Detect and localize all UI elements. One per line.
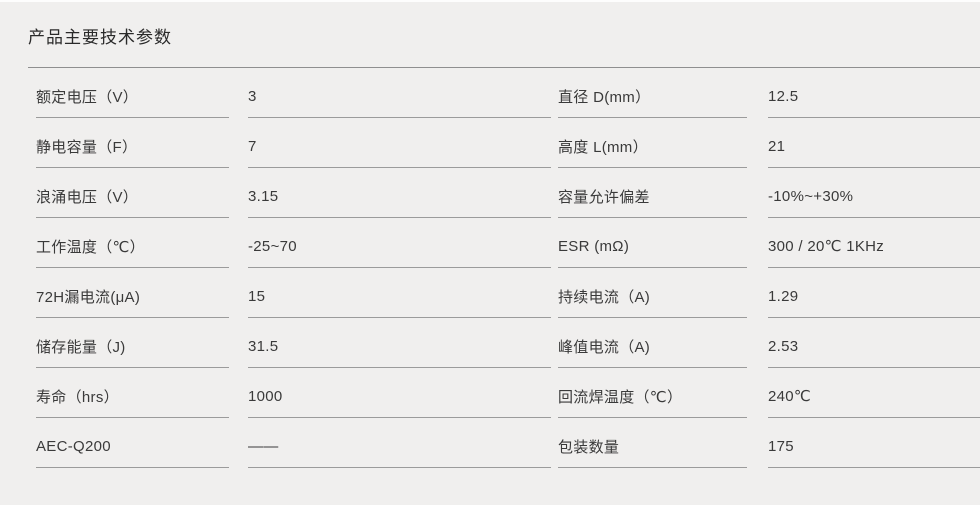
top-divider [0, 0, 980, 2]
spec-row: 72H漏电流(μA) 15 持续电流（A) 1.29 [36, 268, 980, 318]
spec-value: 12.5 [768, 68, 980, 118]
spec-label: ESR (mΩ) [558, 218, 747, 268]
spec-label: 静电容量（F） [36, 118, 229, 168]
spec-value: 7 [248, 118, 551, 168]
spec-label: 回流焊温度（℃） [558, 368, 747, 418]
spec-value: 15 [248, 268, 551, 318]
spec-row: 储存能量（J) 31.5 峰值电流（A) 2.53 [36, 318, 980, 368]
spec-table: 额定电压（V） 3 直径 D(mm） 12.5 静电容量（F） 7 高度 L(mm） 21 浪涌… [36, 68, 980, 468]
spec-value: —— [248, 418, 551, 468]
spec-label: 峰值电流（A) [558, 318, 747, 368]
spec-label: 容量允许偏差 [558, 168, 747, 218]
spec-row: 寿命（hrs） 1000 回流焊温度（℃） 240℃ [36, 368, 980, 418]
spec-value: 3 [248, 68, 551, 118]
spec-value: 2.53 [768, 318, 980, 368]
spec-label: 持续电流（A) [558, 268, 747, 318]
spec-value: 1000 [248, 368, 551, 418]
spec-label: 储存能量（J) [36, 318, 229, 368]
spec-row: 额定电压（V） 3 直径 D(mm） 12.5 [36, 68, 980, 118]
spec-value: 3.15 [248, 168, 551, 218]
spec-value: 1.29 [768, 268, 980, 318]
spec-label: 浪涌电压（V） [36, 168, 229, 218]
spec-row: 浪涌电压（V） 3.15 容量允许偏差 -10%~+30% [36, 168, 980, 218]
title-divider [28, 67, 980, 68]
spec-label: 工作温度（℃） [36, 218, 229, 268]
spec-label: AEC-Q200 [36, 418, 229, 468]
spec-label: 包装数量 [558, 418, 747, 468]
page-title: 产品主要技术参数 [28, 28, 172, 47]
spec-value: 175 [768, 418, 980, 468]
spec-row: 工作温度（℃） -25~70 ESR (mΩ) 300 / 20℃ 1KHz [36, 218, 980, 268]
spec-value: 300 / 20℃ 1KHz [768, 218, 980, 268]
spec-value: -25~70 [248, 218, 551, 268]
spec-label: 直径 D(mm） [558, 68, 747, 118]
spec-value: 240℃ [768, 368, 980, 418]
spec-label: 72H漏电流(μA) [36, 268, 229, 318]
spec-value: -10%~+30% [768, 168, 980, 218]
spec-value: 21 [768, 118, 980, 168]
spec-label: 高度 L(mm） [558, 118, 747, 168]
spec-label: 额定电压（V） [36, 68, 229, 118]
spec-value: 31.5 [248, 318, 551, 368]
spec-label: 寿命（hrs） [36, 368, 229, 418]
spec-row: 静电容量（F） 7 高度 L(mm） 21 [36, 118, 980, 168]
spec-row: AEC-Q200 —— 包装数量 175 [36, 418, 980, 468]
